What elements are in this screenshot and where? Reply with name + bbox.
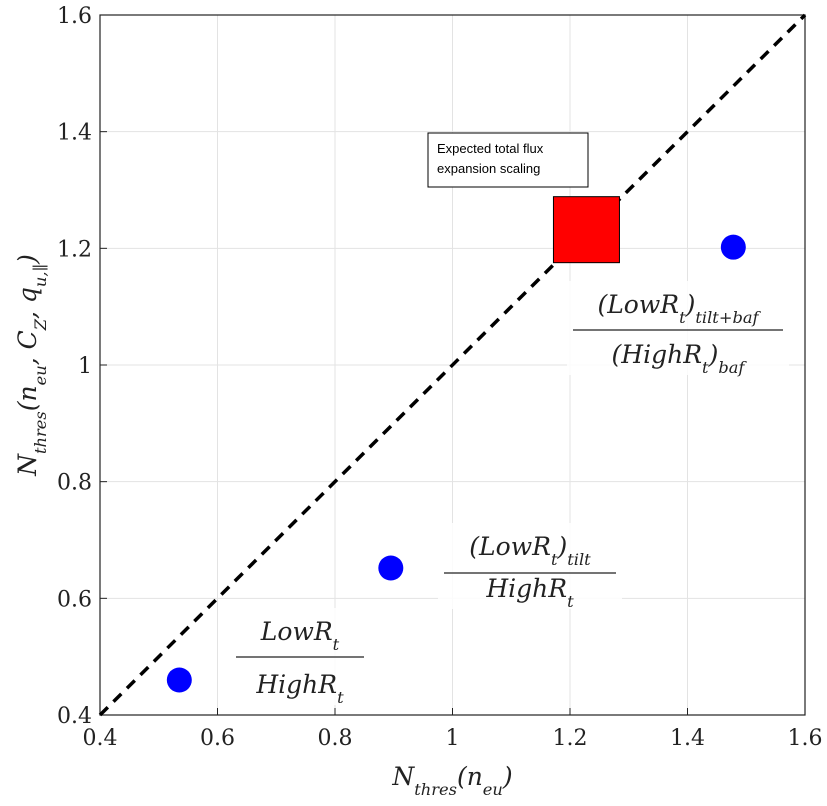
math-part: ) xyxy=(708,340,719,369)
math-part: Z xyxy=(31,318,50,331)
annotation-box xyxy=(427,132,589,188)
y-tick-label: 1.6 xyxy=(57,4,92,29)
math-part: thres xyxy=(31,411,50,454)
math-part: , C xyxy=(13,330,42,365)
fraction-denominator: HighRt xyxy=(255,670,344,707)
annotation-text: expansion scaling xyxy=(437,161,540,176)
math-part: eu xyxy=(483,780,503,799)
math-part: t xyxy=(333,635,340,654)
x-tick-label: 1.2 xyxy=(553,726,588,751)
x-tick-label: 1.4 xyxy=(670,726,705,751)
math-part: (n xyxy=(457,762,483,791)
label-background xyxy=(438,523,622,609)
math-part: ) xyxy=(556,532,567,561)
math-part: baf xyxy=(718,358,747,377)
y-tick-label: 0.4 xyxy=(57,704,92,729)
math-part: HighR xyxy=(255,670,337,699)
plot-frame xyxy=(99,14,806,716)
point xyxy=(166,667,192,693)
math-part: LowR xyxy=(260,617,333,646)
math-part: t xyxy=(337,688,344,707)
math-part: ) xyxy=(13,254,42,265)
reference-line xyxy=(98,13,807,717)
x-tick-label: 0.6 xyxy=(200,726,235,751)
math-part: ) xyxy=(502,762,513,791)
math-part: (LowR xyxy=(469,532,551,561)
y-tick-label: 1 xyxy=(78,354,92,379)
math-part: u,∥ xyxy=(31,264,50,287)
point xyxy=(378,555,404,581)
x-tick-label: 0.8 xyxy=(318,726,353,751)
point xyxy=(552,196,620,264)
math-part: t xyxy=(567,592,574,611)
math-part: t xyxy=(551,550,558,569)
fraction-denominator: (HighRt)baf xyxy=(612,340,748,377)
math-part: tilt+baf xyxy=(695,308,761,327)
math-part: HighR xyxy=(485,574,567,603)
fraction-denominator: HighRt xyxy=(485,574,574,611)
label-background xyxy=(567,281,789,375)
math-part: (LowR xyxy=(597,290,679,319)
fraction-numerator: (LowRt)tilt+baf xyxy=(597,290,761,327)
x-tick-label: 1.6 xyxy=(788,726,823,751)
math-part: thres xyxy=(414,780,457,799)
math-part: N xyxy=(391,762,415,791)
y-tick-label: 0.6 xyxy=(57,587,92,612)
math-part: (n xyxy=(13,385,42,411)
point xyxy=(720,234,746,260)
annotation-text: Expected total flux xyxy=(437,141,544,156)
y-tick-label: 1.2 xyxy=(57,237,92,262)
math-part: , q xyxy=(13,287,42,319)
math-part: N xyxy=(13,453,42,477)
y-tick-label: 1.4 xyxy=(57,121,92,146)
fraction-numerator: (LowRt)tilt xyxy=(469,532,591,569)
x-tick-label: 1 xyxy=(446,726,460,751)
math-part: eu xyxy=(31,365,50,385)
math-part: ) xyxy=(685,290,696,319)
x-tick-label: 0.4 xyxy=(83,726,118,751)
math-part: (HighR xyxy=(612,340,702,369)
math-part: t xyxy=(702,358,709,377)
y-tick-label: 0.8 xyxy=(57,471,92,496)
x-axis-label: Nthres(neu) xyxy=(391,762,512,799)
math-part: t xyxy=(679,308,686,327)
fraction-numerator: LowRt xyxy=(260,617,340,654)
math-part: tilt xyxy=(567,550,591,569)
y-axis-label: Nthres(neu, CZ, qu,∥) xyxy=(13,254,50,477)
